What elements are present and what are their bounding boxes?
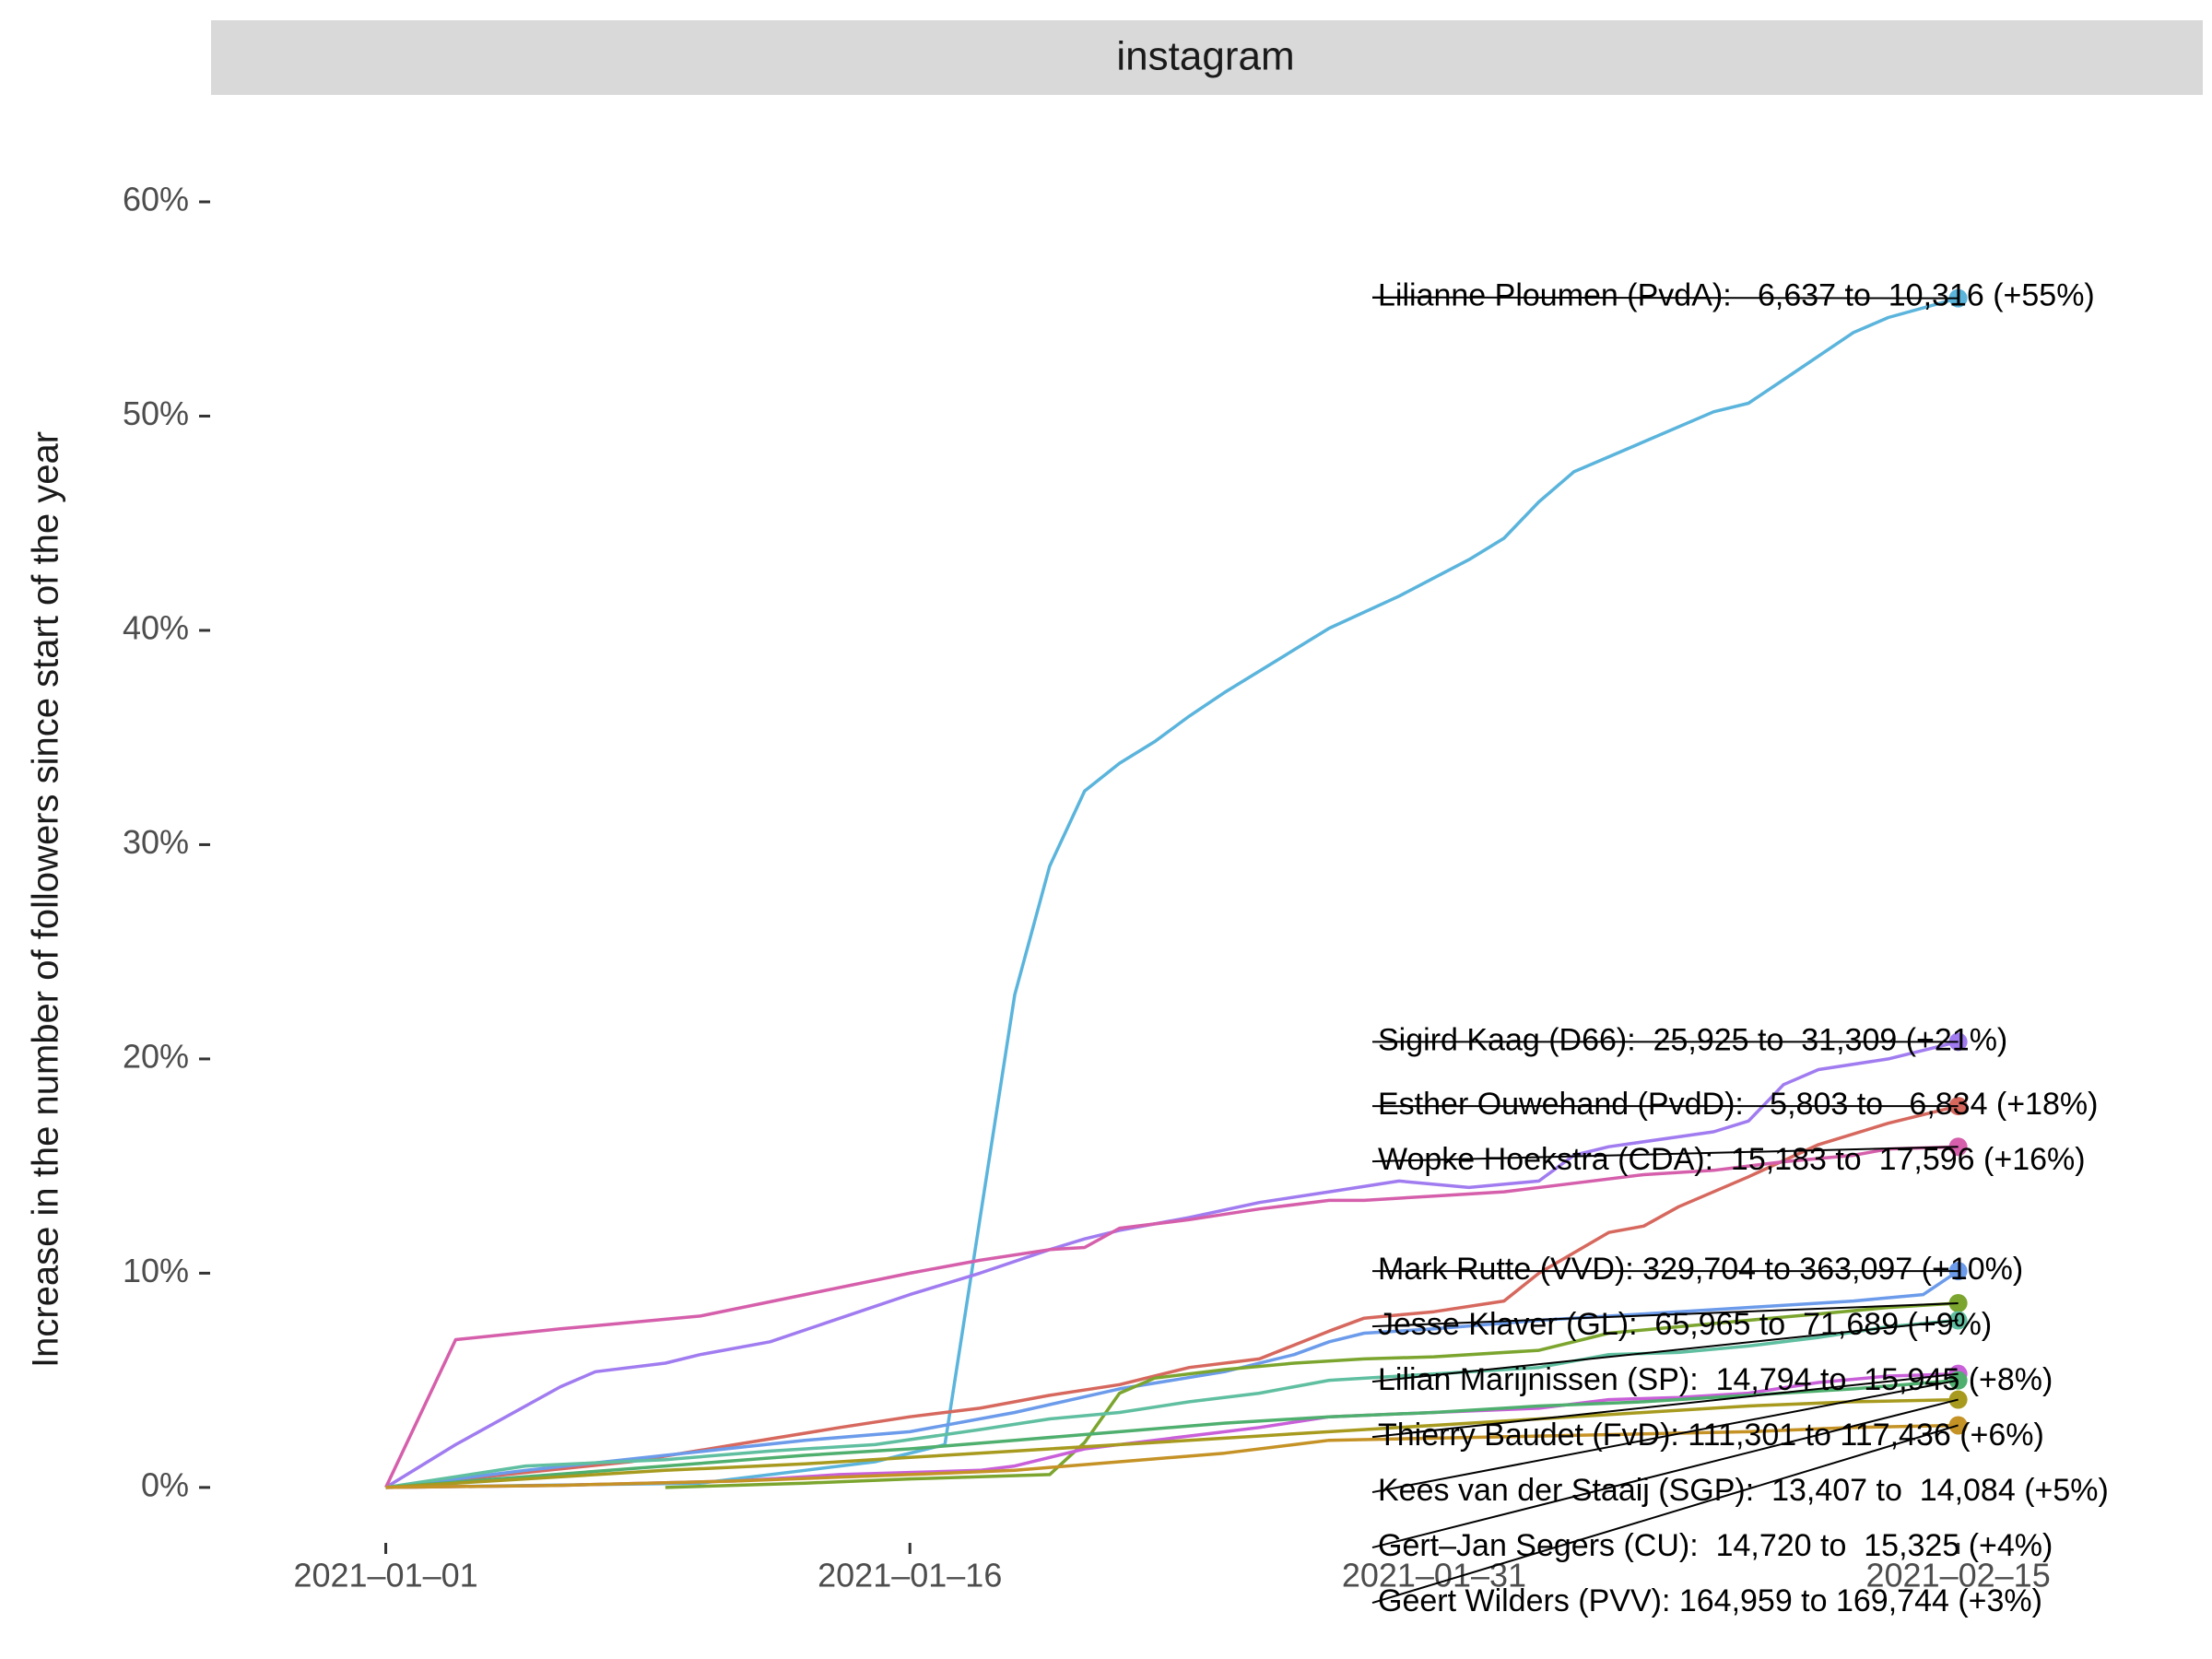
leader-line [1371, 1301, 1959, 1328]
x-tick-label: 2021–02–15 [1866, 1557, 2051, 1594]
x-axis: 2021–01–01 2021–01–16 2021–01–31 2021–02–15 [293, 1543, 2051, 1594]
series-label: Mark Rutte (VVD): 329,704 to 363,097 (+1… [1378, 1252, 2023, 1287]
series-line-10 [385, 1397, 1959, 1489]
series-label: Jesse Klaver (GL): 65,965 to 71,689 (+9%… [1378, 1307, 1992, 1342]
panel-title: instagram [1116, 34, 1294, 79]
x-tick-label: 2021–01–16 [818, 1557, 1002, 1594]
series-label: Lilian Marijnissen (SP): 14,794 to 15,94… [1378, 1362, 2053, 1397]
series-label: Sigird Kaag (D66): 25,925 to 31,309 (+21… [1378, 1022, 2007, 1057]
y-axis-title: Increase in the number of followers sinc… [26, 431, 66, 1368]
leader-line [1371, 1398, 1959, 1549]
series-line-2 [384, 1040, 1959, 1489]
leader-line [1371, 1319, 1959, 1383]
leader-line [1371, 1424, 1959, 1605]
series-label: Thierry Baudet (FvD): 111,301 to 117,436… [1378, 1418, 2044, 1453]
strip-background [211, 20, 2203, 95]
y-tick-label: 60% [123, 181, 189, 218]
series-line-9 [385, 1378, 1959, 1489]
series-label: Esther Ouwehand (PvdD): 5,803 to 6,834 (… [1378, 1087, 2099, 1122]
y-tick-label: 20% [123, 1037, 189, 1075]
series-line-1 [385, 296, 1959, 1489]
y-tick-label: 0% [141, 1465, 189, 1503]
series-label: Gert–Jan Segers (CU): 14,720 to 15,325 (… [1378, 1528, 2053, 1563]
series-line-7 [385, 1318, 1959, 1489]
x-tick-label: 2021–01–01 [293, 1557, 477, 1594]
leader-line [1371, 1379, 1959, 1494]
series-label: Lilianne Ploumen (PvdA): 6,637 to 10,316… [1378, 278, 2095, 313]
y-axis: 0% 10% 20% 30% 40% 50% 60% [123, 181, 210, 1503]
y-tick-label: 30% [123, 823, 189, 861]
leader-line [1371, 296, 1959, 300]
series-line-5 [385, 1269, 1959, 1489]
series-line-4 [384, 1145, 1959, 1488]
leader-line [1371, 1146, 1959, 1163]
series-labels: Lilianne Ploumen (PvdA): 6,637 to 10,316… [1371, 278, 2109, 1618]
series-label: Geert Wilders (PVV): 164,959 to 169,744 … [1378, 1583, 2042, 1618]
series-line-11 [385, 1423, 1959, 1489]
leader-line [1371, 1372, 1959, 1439]
x-tick-label: 2021–01–31 [1342, 1557, 1526, 1594]
y-tick-label: 50% [123, 394, 189, 432]
series-line-6 [665, 1301, 1959, 1489]
series-line-8 [385, 1371, 1959, 1489]
series-label: Wopke Hoekstra (CDA): 15,183 to 17,596 (… [1378, 1142, 2086, 1177]
series-line-3 [385, 1104, 1959, 1489]
y-tick-label: 10% [123, 1252, 189, 1289]
series-lines [384, 288, 1968, 1489]
y-tick-label: 40% [123, 608, 189, 646]
